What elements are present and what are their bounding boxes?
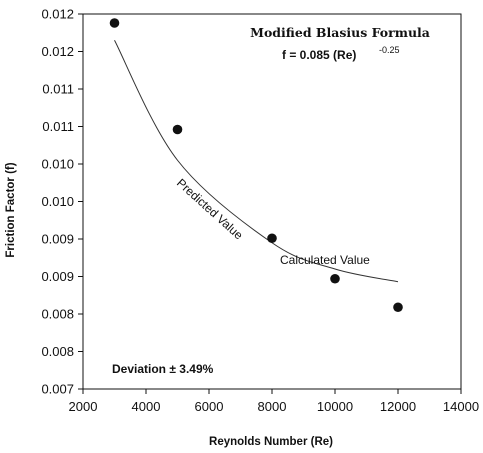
y-tick-label: 0.007 bbox=[41, 382, 74, 397]
y-tick-label: 0.009 bbox=[41, 232, 74, 247]
predicted-curve-layer bbox=[114, 40, 399, 283]
formula-base: f = 0.085 (Re) bbox=[282, 48, 356, 62]
y-tick-label: 0.008 bbox=[41, 344, 74, 359]
x-tick-label: 2000 bbox=[69, 399, 98, 414]
calculated-value-point bbox=[109, 18, 120, 28]
plot-frame bbox=[82, 13, 462, 390]
deviation-label: Deviation ± 3.49% bbox=[112, 362, 214, 376]
y-tick-label: 0.009 bbox=[41, 269, 74, 284]
y-axis-ticks: 0.007 0.008 0.008 0.009 0.009 0.010 0.010 0.011… bbox=[41, 7, 83, 397]
y-tick-label: 0.012 bbox=[41, 44, 74, 59]
x-tick-label: 6000 bbox=[195, 399, 224, 414]
x-axis-title: Reynolds Number (Re) bbox=[209, 436, 333, 448]
predicted-value-curve bbox=[114, 40, 399, 283]
calculated-points-layer bbox=[109, 18, 403, 313]
x-tick-label: 4000 bbox=[132, 399, 161, 414]
axes-frame bbox=[82, 13, 462, 390]
calculated-value-label: Calculated Value bbox=[280, 253, 370, 267]
x-tick-label: 8000 bbox=[258, 399, 287, 414]
y-tick-label: 0.012 bbox=[41, 7, 74, 22]
x-tick-label: 12000 bbox=[380, 399, 416, 414]
calculated-value-point bbox=[172, 124, 183, 135]
x-axis-ticks: 2000 4000 6000 8000 10000 12000 14000 bbox=[69, 389, 479, 414]
chart-title: Modified Blasius Formula bbox=[250, 25, 430, 40]
predicted-value-label: Predicted Value bbox=[174, 176, 246, 243]
calculated-value-point bbox=[330, 273, 340, 284]
y-tick-label: 0.010 bbox=[41, 157, 74, 172]
y-tick-label: 0.011 bbox=[42, 119, 74, 134]
x-tick-label: 14000 bbox=[443, 399, 479, 414]
formula-exponent: -0.25 bbox=[379, 45, 400, 55]
y-axis-title: Friction Factor (f) bbox=[5, 162, 17, 257]
calculated-value-point bbox=[267, 233, 277, 244]
y-tick-label: 0.010 bbox=[41, 194, 74, 209]
y-tick-label: 0.011 bbox=[42, 82, 74, 97]
x-tick-label: 10000 bbox=[317, 399, 353, 414]
calculated-value-point bbox=[393, 302, 403, 313]
y-tick-label: 0.008 bbox=[41, 307, 74, 322]
